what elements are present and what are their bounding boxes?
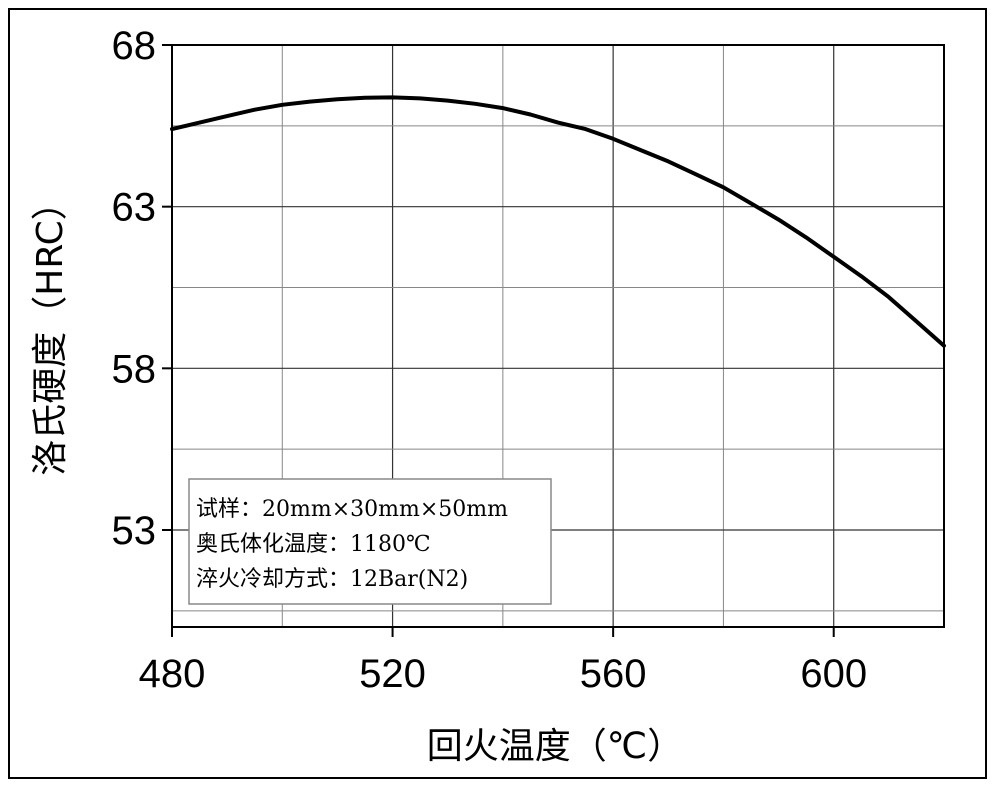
y-tick-label: 58	[112, 347, 157, 391]
tick-labels: 480 520 560 600 53 58 63 68	[112, 24, 868, 696]
quench-note: 淬火冷却方式：12Bar(N2)	[196, 567, 468, 592]
y-tick-label: 53	[112, 509, 157, 553]
x-axis-title: 回火温度（℃）	[427, 726, 683, 767]
x-tick-label: 560	[580, 652, 647, 696]
x-tick-label: 600	[800, 652, 867, 696]
plot-border	[171, 44, 945, 628]
y-tick-label: 68	[112, 24, 157, 68]
test-conditions-box: 试样：20mm×30mm×50mm 奥氏体化温度：1180℃ 淬火冷却方式：12…	[188, 478, 552, 605]
test-conditions-background	[188, 478, 552, 605]
x-tick-label: 480	[139, 652, 206, 696]
x-tick-label: 520	[359, 652, 426, 696]
y-axis-title: 洛氏硬度（HRC）	[30, 184, 71, 475]
hardness-curve	[170, 95, 946, 348]
specimen-note: 试样：20mm×30mm×50mm	[196, 497, 508, 522]
y-tick-label: 63	[112, 186, 157, 230]
austenitizing-note: 奥氏体化温度：1180℃	[196, 532, 431, 557]
